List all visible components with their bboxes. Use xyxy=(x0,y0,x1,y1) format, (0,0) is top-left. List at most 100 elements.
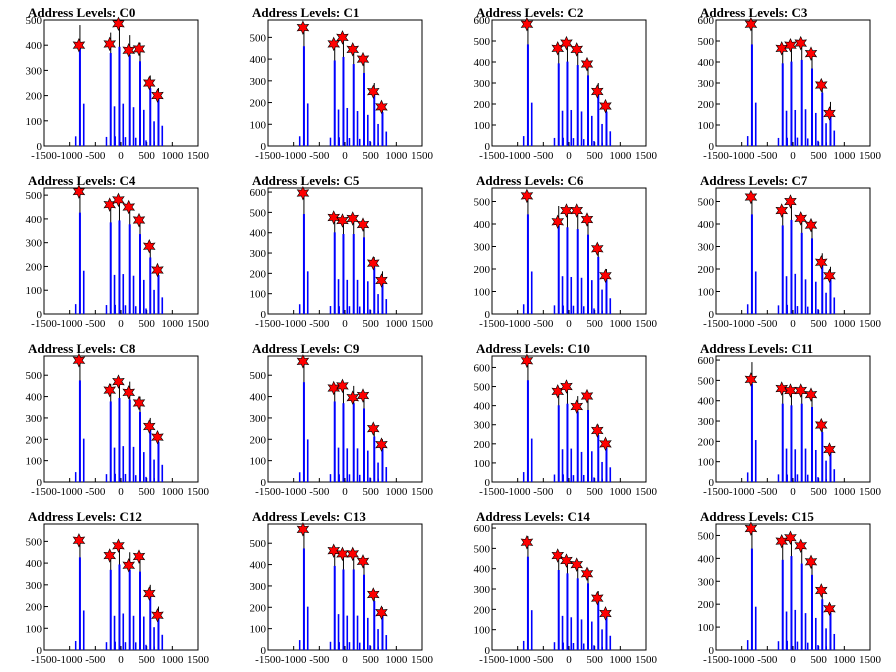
histogram-bar xyxy=(358,474,361,482)
histogram-bar xyxy=(124,642,127,650)
histogram-bar xyxy=(825,479,827,482)
level-marker xyxy=(551,41,565,56)
x-tick-label: -500 xyxy=(85,486,106,498)
level-marker xyxy=(375,273,388,288)
histogram-bar xyxy=(142,616,145,650)
histogram-bar xyxy=(342,56,345,147)
histogram-bar xyxy=(157,441,160,482)
histogram-bar xyxy=(562,642,564,650)
y-tick-label: 400 xyxy=(474,57,491,69)
histogram-bar xyxy=(138,61,141,146)
x-tick-label: 500 xyxy=(810,486,827,498)
level-marker xyxy=(112,538,125,553)
histogram-bar xyxy=(582,474,585,482)
histogram-bar xyxy=(358,642,361,650)
level-marker xyxy=(72,184,86,199)
histogram-bar xyxy=(570,109,573,146)
x-tick-label: 500 xyxy=(586,318,603,330)
histogram-bar xyxy=(754,102,757,146)
histogram-bar xyxy=(338,474,340,482)
histogram-bar xyxy=(134,475,137,482)
level-marker xyxy=(346,390,360,405)
y-tick-label: 200 xyxy=(698,599,715,611)
x-tick-label: 1000 xyxy=(833,654,856,666)
histogram-bar xyxy=(561,276,564,314)
histogram-bar xyxy=(796,641,799,650)
y-tick-label: 0 xyxy=(709,477,715,489)
histogram-bar xyxy=(161,634,164,650)
histogram-bar xyxy=(132,615,135,650)
x-tick-label: 0 xyxy=(342,654,348,666)
x-tick-label: -1500 xyxy=(255,486,281,498)
y-tick-label: 0 xyxy=(37,477,43,489)
histogram-bar xyxy=(348,474,351,482)
histogram-bar xyxy=(566,403,569,482)
x-tick-label: -500 xyxy=(533,318,554,330)
level-marker xyxy=(590,590,604,606)
histogram-bar xyxy=(582,643,585,650)
level-marker xyxy=(142,586,156,601)
x-tick-label: -1500 xyxy=(255,654,281,666)
level-marker xyxy=(72,533,86,548)
y-tick-label: 100 xyxy=(474,458,491,470)
histogram-bar xyxy=(149,596,152,650)
histogram-bar xyxy=(377,294,379,314)
histogram-bar xyxy=(825,292,827,314)
y-tick-label: 0 xyxy=(261,141,267,153)
x-tick-label: -1000 xyxy=(505,486,531,498)
x-tick-label: -500 xyxy=(533,150,554,162)
y-tick-label: 400 xyxy=(698,396,715,408)
histogram-bar xyxy=(785,448,788,482)
histogram-bar xyxy=(605,616,608,650)
histogram-bar xyxy=(806,138,809,146)
y-tick-label: 400 xyxy=(250,392,267,404)
x-tick-label: 0 xyxy=(790,654,796,666)
histogram-bar xyxy=(597,601,600,650)
y-tick-label: 300 xyxy=(698,416,715,428)
level-marker xyxy=(142,419,156,434)
chart-title: Address Levels: C3 xyxy=(700,5,808,20)
histogram-bar xyxy=(149,88,152,146)
histogram-bar xyxy=(329,474,332,482)
histogram-bar xyxy=(601,142,603,146)
histogram-bar xyxy=(746,304,749,314)
histogram-bar xyxy=(78,46,81,146)
histogram-bar xyxy=(78,380,81,482)
histogram-bar xyxy=(817,309,819,314)
histogram-bar xyxy=(590,621,593,650)
y-tick-label: 100 xyxy=(474,120,491,132)
y-tick-label: 400 xyxy=(698,553,715,565)
level-marker xyxy=(560,379,573,394)
histogram-bar xyxy=(82,438,85,482)
y-tick-label: 300 xyxy=(698,576,715,588)
y-tick-label: 400 xyxy=(474,401,491,413)
x-tick-label: 0 xyxy=(566,318,572,330)
level-marker xyxy=(151,429,164,445)
x-tick-label: 1500 xyxy=(187,486,210,498)
histogram-bar xyxy=(109,401,112,482)
level-marker xyxy=(296,522,310,537)
histogram-bar xyxy=(366,281,369,314)
y-tick-label: 500 xyxy=(26,536,43,548)
histogram-bar xyxy=(161,297,164,314)
histogram-bar xyxy=(750,548,753,650)
chart-panel: Address Levels: C2 0 100 200 300 400 500 600 -15… xyxy=(474,5,658,162)
chart-title: Address Levels: C2 xyxy=(476,5,583,20)
histogram-bar xyxy=(572,305,575,314)
y-tick-label: 200 xyxy=(26,602,43,614)
histogram-bar xyxy=(138,234,141,314)
x-tick-label: 1500 xyxy=(411,150,434,162)
histogram-bar xyxy=(605,277,608,314)
histogram-bar xyxy=(593,645,595,650)
histogram-bar xyxy=(78,557,81,650)
level-marker xyxy=(142,75,156,91)
histogram-bar xyxy=(105,642,108,650)
x-tick-label: -500 xyxy=(757,486,778,498)
x-tick-label: 1500 xyxy=(859,318,882,330)
chart-title: Address Levels: C1 xyxy=(252,5,359,20)
histogram-bar xyxy=(114,136,116,146)
histogram-bar xyxy=(804,279,807,314)
x-tick-label: -1500 xyxy=(703,486,729,498)
x-tick-label: 1500 xyxy=(635,654,658,666)
histogram-bar xyxy=(114,304,116,314)
